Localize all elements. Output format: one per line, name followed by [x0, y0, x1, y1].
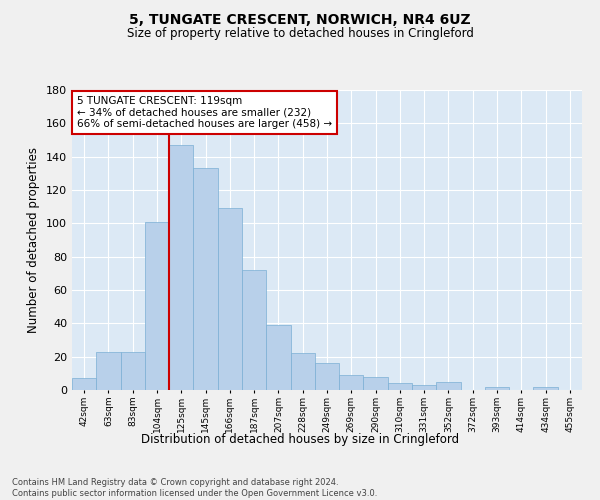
Text: 5, TUNGATE CRESCENT, NORWICH, NR4 6UZ: 5, TUNGATE CRESCENT, NORWICH, NR4 6UZ: [129, 12, 471, 26]
Bar: [169, 145, 193, 390]
Bar: [121, 352, 145, 390]
Bar: [96, 352, 121, 390]
Bar: [412, 385, 436, 390]
Bar: [485, 386, 509, 390]
Bar: [290, 354, 315, 390]
Bar: [242, 270, 266, 390]
Bar: [72, 378, 96, 390]
Bar: [436, 382, 461, 390]
Text: Size of property relative to detached houses in Cringleford: Size of property relative to detached ho…: [127, 28, 473, 40]
Bar: [388, 384, 412, 390]
Bar: [145, 222, 169, 390]
Bar: [533, 386, 558, 390]
Text: Distribution of detached houses by size in Cringleford: Distribution of detached houses by size …: [141, 432, 459, 446]
Text: 5 TUNGATE CRESCENT: 119sqm
← 34% of detached houses are smaller (232)
66% of sem: 5 TUNGATE CRESCENT: 119sqm ← 34% of deta…: [77, 96, 332, 129]
Text: Contains HM Land Registry data © Crown copyright and database right 2024.
Contai: Contains HM Land Registry data © Crown c…: [12, 478, 377, 498]
Bar: [339, 375, 364, 390]
Bar: [266, 325, 290, 390]
Bar: [218, 208, 242, 390]
Bar: [315, 364, 339, 390]
Bar: [193, 168, 218, 390]
Y-axis label: Number of detached properties: Number of detached properties: [28, 147, 40, 333]
Bar: [364, 376, 388, 390]
